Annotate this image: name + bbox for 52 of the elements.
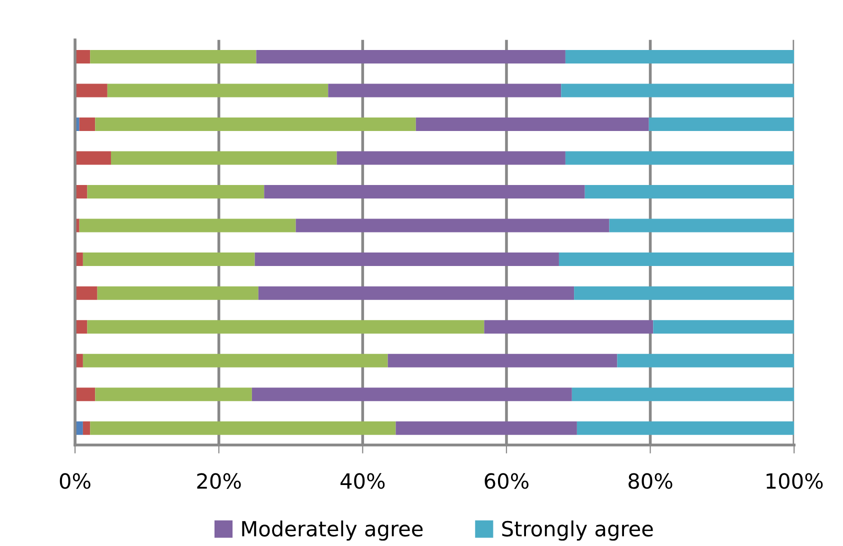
- bar: [90, 50, 256, 64]
- bar: [252, 388, 572, 402]
- legend-label: Strongly agree: [502, 520, 653, 541]
- bar: [75, 84, 108, 98]
- bar: [653, 320, 794, 334]
- bar: [388, 354, 618, 368]
- x-tick-label: 20%: [197, 473, 241, 489]
- bar: [617, 354, 794, 368]
- bar: [558, 252, 794, 266]
- bar: [95, 388, 252, 402]
- bar: [107, 84, 328, 98]
- bar: [82, 421, 90, 435]
- bar: [565, 50, 794, 64]
- x-tick-label: 80%: [628, 473, 672, 489]
- bar: [95, 118, 416, 132]
- x-tick-label: 60%: [484, 473, 528, 489]
- bar: [484, 320, 654, 334]
- bar: [258, 286, 574, 300]
- bar: [396, 421, 577, 435]
- bar: [584, 185, 794, 199]
- x-tick-label: 100%: [766, 473, 823, 489]
- bar: [87, 320, 484, 334]
- x-tick-label: 0%: [60, 473, 90, 489]
- bar: [75, 185, 88, 199]
- bar: [336, 151, 566, 165]
- bar: [97, 286, 258, 300]
- bar: [82, 252, 255, 266]
- bar: [264, 185, 585, 199]
- bar: [75, 388, 96, 402]
- bar: [254, 252, 559, 266]
- bar: [572, 388, 794, 402]
- x-tick-label: 40%: [340, 473, 385, 489]
- bar: [75, 151, 111, 165]
- bar: [416, 118, 649, 132]
- bar: [75, 320, 88, 334]
- bar: [576, 421, 794, 435]
- bar: [110, 151, 337, 165]
- bar: [79, 118, 96, 132]
- bar: [561, 84, 794, 98]
- legend-label: Moderately agree: [242, 520, 423, 541]
- bar: [87, 185, 264, 199]
- bar: [75, 286, 98, 300]
- bar: [565, 151, 794, 165]
- bar: [296, 218, 610, 232]
- bar: [328, 84, 562, 98]
- bar: [256, 50, 566, 64]
- bar: [90, 421, 396, 435]
- bar: [648, 118, 794, 132]
- bar: [82, 354, 388, 368]
- bar: [79, 218, 296, 232]
- bar: [609, 218, 794, 232]
- bar: [574, 286, 794, 300]
